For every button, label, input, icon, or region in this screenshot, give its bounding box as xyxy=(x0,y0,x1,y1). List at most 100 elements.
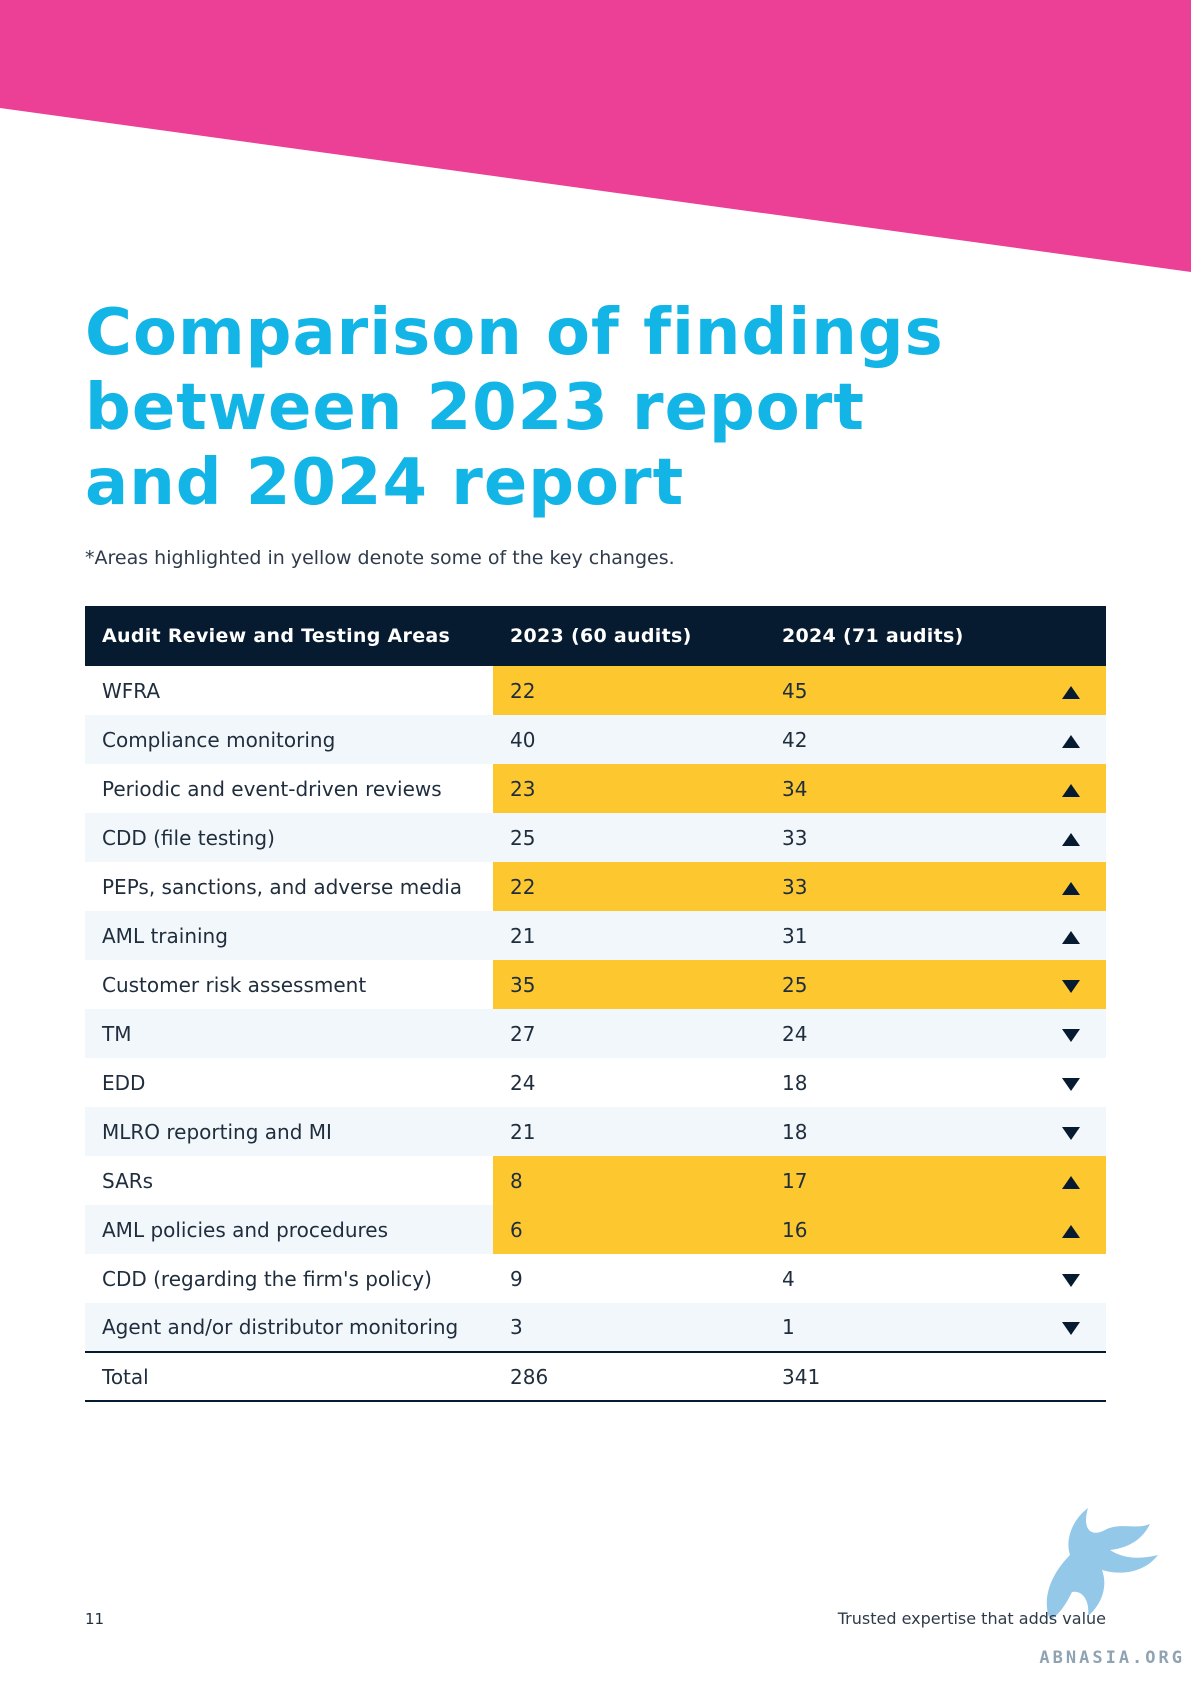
watermark-text: ABNASIA.ORG xyxy=(1039,1648,1185,1668)
area-cell: Agent and/or distributor monitoring xyxy=(85,1303,493,1352)
header-areas: Audit Review and Testing Areas xyxy=(102,625,451,647)
trend-cell xyxy=(1036,813,1106,862)
triangle-down-icon xyxy=(1062,1028,1080,1042)
area-cell: AML policies and procedures xyxy=(85,1205,493,1254)
footer-tagline: Trusted expertise that adds value xyxy=(837,1609,1106,1628)
triangle-down-icon xyxy=(1062,1273,1080,1287)
area-cell: PEPs, sanctions, and adverse media xyxy=(102,874,463,899)
trend-cell xyxy=(1036,1058,1106,1107)
value-2024-cell: 17 xyxy=(765,1156,1036,1205)
table-row: Customer risk assessment 35 25 xyxy=(85,960,1106,1009)
table-row: CDD (regarding the firm's policy) 9 4 xyxy=(85,1254,1106,1303)
table-row: TM 27 24 xyxy=(85,1009,1106,1058)
trend-cell xyxy=(1036,1205,1106,1254)
triangle-up-icon xyxy=(1062,832,1080,846)
total-trend-empty xyxy=(1036,1351,1106,1402)
value-2024-cell: 1 xyxy=(765,1303,1036,1352)
area-cell: EDD xyxy=(102,1070,146,1095)
page-number: 11 xyxy=(85,1610,105,1628)
value-2024-cell: 4 xyxy=(782,1266,795,1291)
trend-cell xyxy=(1036,666,1106,715)
pink-banner xyxy=(0,0,1191,272)
value-2024-cell: 45 xyxy=(765,666,1036,715)
table-row: Periodic and event-driven reviews 23 34 xyxy=(85,764,1106,813)
value-2023-cell: 25 xyxy=(493,813,765,862)
value-2023-cell: 22 xyxy=(493,862,765,911)
trend-cell xyxy=(1036,1254,1106,1303)
triangle-down-icon xyxy=(1062,1322,1080,1335)
value-2023-cell: 21 xyxy=(493,911,765,960)
triangle-up-icon xyxy=(1062,930,1080,944)
title-line-2: between 2023 report xyxy=(85,371,865,445)
table-row: PEPs, sanctions, and adverse media 22 33 xyxy=(85,862,1106,911)
total-2024: 341 xyxy=(765,1351,1036,1402)
title-line-1: Comparison of findings xyxy=(85,296,944,370)
total-label: Total xyxy=(85,1351,493,1402)
value-2023-cell: 8 xyxy=(493,1156,765,1205)
value-2024-cell: 18 xyxy=(765,1107,1036,1156)
area-cell: WFRA xyxy=(102,678,161,703)
highlight-note: *Areas highlighted in yellow denote some… xyxy=(85,547,675,569)
trend-cell xyxy=(1036,1009,1106,1058)
table-row: CDD (file testing) 25 33 xyxy=(85,813,1106,862)
table-row: MLRO reporting and MI 21 18 xyxy=(85,1107,1106,1156)
table-row: Agent and/or distributor monitoring 3 1 xyxy=(85,1303,1106,1352)
triangle-down-icon xyxy=(1062,1077,1080,1091)
table-header-row: Audit Review and Testing Areas 2023 (60 … xyxy=(85,606,1106,666)
area-cell: Customer risk assessment xyxy=(102,972,367,997)
total-2023: 286 xyxy=(493,1351,765,1402)
trend-cell xyxy=(1036,1156,1106,1205)
header-2023: 2023 (60 audits) xyxy=(510,625,692,647)
triangle-up-icon xyxy=(1062,685,1080,699)
header-trend xyxy=(1036,606,1106,666)
trend-cell xyxy=(1036,764,1106,813)
value-2024-cell: 31 xyxy=(765,911,1036,960)
value-2024-cell: 18 xyxy=(782,1070,808,1095)
value-2023-cell: 35 xyxy=(493,960,765,1009)
triangle-up-icon xyxy=(1062,881,1080,895)
area-cell: CDD (regarding the firm's policy) xyxy=(102,1266,432,1291)
area-cell: MLRO reporting and MI xyxy=(85,1107,493,1156)
value-2023-cell: 22 xyxy=(493,666,765,715)
triangle-down-icon xyxy=(1062,979,1080,993)
trend-cell xyxy=(1036,960,1106,1009)
value-2024-cell: 33 xyxy=(765,813,1036,862)
area-cell: CDD (file testing) xyxy=(85,813,493,862)
value-2023-cell: 23 xyxy=(493,764,765,813)
value-2024-cell: 25 xyxy=(765,960,1036,1009)
table-row: AML training 21 31 xyxy=(85,911,1106,960)
table-row: EDD 24 18 xyxy=(85,1058,1106,1107)
table-body: WFRA 22 45 Compliance monitoring 40 42 Periodi… xyxy=(85,666,1106,1402)
value-2023-cell: 27 xyxy=(493,1009,765,1058)
value-2023-cell: 9 xyxy=(510,1266,523,1291)
trend-cell xyxy=(1036,715,1106,764)
trend-cell xyxy=(1036,1303,1106,1352)
value-2023-cell: 3 xyxy=(493,1303,765,1352)
title-line-3: and 2024 report xyxy=(85,446,685,520)
area-cell: SARs xyxy=(102,1168,154,1193)
value-2024-cell: 34 xyxy=(765,764,1036,813)
value-2024-cell: 24 xyxy=(765,1009,1036,1058)
value-2023-cell: 40 xyxy=(493,715,765,764)
table-row: SARs 8 17 xyxy=(85,1156,1106,1205)
trend-cell xyxy=(1036,862,1106,911)
area-cell: AML training xyxy=(85,911,493,960)
triangle-down-icon xyxy=(1062,1126,1080,1140)
triangle-up-icon xyxy=(1062,783,1080,797)
table-row: WFRA 22 45 xyxy=(85,666,1106,715)
value-2024-cell: 33 xyxy=(765,862,1036,911)
findings-comparison-table: Audit Review and Testing Areas 2023 (60 … xyxy=(85,606,1106,1402)
trend-cell xyxy=(1036,911,1106,960)
dragon-watermark-logo xyxy=(1046,1508,1158,1620)
value-2024-cell: 42 xyxy=(765,715,1036,764)
triangle-up-icon xyxy=(1062,1224,1080,1238)
area-cell: Periodic and event-driven reviews xyxy=(102,776,442,801)
page-title: Comparison of findings between 2023 repo… xyxy=(85,296,985,521)
value-2023-cell: 24 xyxy=(510,1070,536,1095)
table-row: AML policies and procedures 6 16 xyxy=(85,1205,1106,1254)
value-2023-cell: 21 xyxy=(493,1107,765,1156)
value-2023-cell: 6 xyxy=(493,1205,765,1254)
total-row: Total 286 341 xyxy=(85,1351,1106,1402)
trend-cell xyxy=(1036,1107,1106,1156)
triangle-up-icon xyxy=(1062,734,1080,748)
